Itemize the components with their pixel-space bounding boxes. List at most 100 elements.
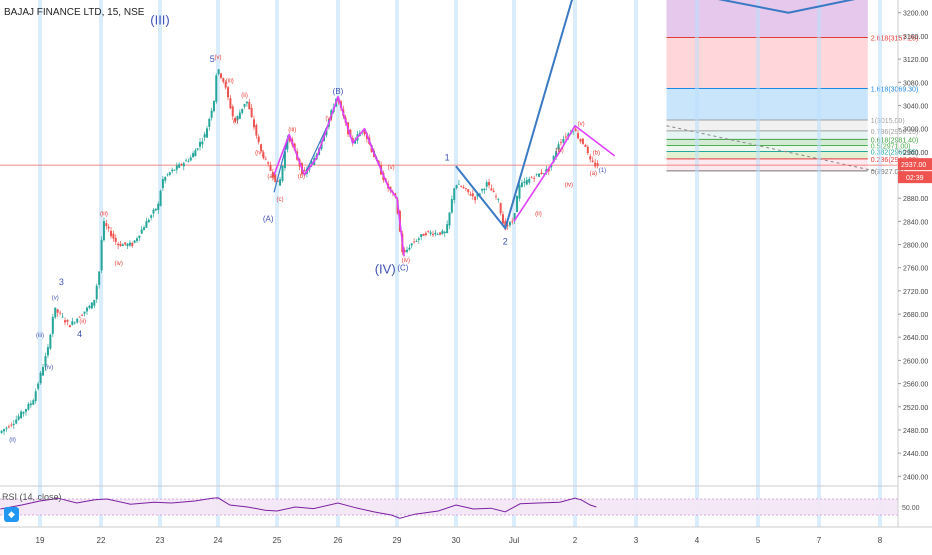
candle-body [497,198,500,200]
x-tick-label: 26 [334,536,343,545]
candle-body [586,146,589,154]
candle-body [76,318,79,323]
candle-body [271,172,274,178]
candle-body [64,320,67,323]
day-separator [275,0,279,527]
x-tick-label: 24 [214,536,223,545]
day-separator [216,0,220,527]
candle-body [194,150,197,157]
wave-label: (1) [599,168,606,174]
candle-body [455,185,458,189]
wave-label: (iv) [402,258,410,264]
y-tick-label: 2720.00 [903,289,928,296]
wave-label: (a) [267,174,274,180]
candle-body [264,158,267,160]
candle-body [203,134,206,138]
candle-body [73,322,76,324]
candle-body [485,182,488,187]
candle-body [15,419,18,424]
wave-label: (iii) [36,333,44,339]
candle-body [245,101,248,104]
fib-level-label: 0.382(2960.55) [871,149,918,156]
y-tick-label: 2520.00 [903,405,928,412]
candle-body [506,225,509,227]
wave-label: 1 [445,153,450,163]
y-tick-label: 2600.00 [903,358,928,365]
y-tick-label: 2760.00 [903,266,928,273]
candle-body [269,165,272,171]
candle-body [59,312,62,314]
abc-correction-line [273,95,405,257]
candle-body [3,429,6,432]
candle-body [363,129,366,135]
candle-body [591,160,594,162]
candle-body [516,195,519,213]
candle-body [61,316,64,318]
fib-zone [666,151,868,159]
candle-body [110,230,113,237]
candle-body [164,176,167,181]
day-separator [512,0,516,527]
x-tick-label: 2 [573,536,578,545]
candle-body [98,271,101,285]
candle-body [78,316,81,318]
candle-body [37,383,40,389]
candle-body [168,172,171,175]
candle-body [56,309,59,313]
candle-body [131,242,134,247]
candle-body [71,321,74,325]
fib-zone-top [666,0,868,38]
wave-label: (IV) [375,262,396,277]
candle-body [150,215,153,218]
candle-body [12,423,15,426]
y-tick-label: 2480.00 [903,428,928,435]
wave-label: (iii) [288,128,296,134]
candle-body [238,112,241,119]
candle-body [152,209,155,214]
candle-body [180,164,183,165]
wave-label: (b) [593,151,600,157]
day-separator [634,0,638,527]
candle-body [93,299,96,306]
y-tick-label: 3200.00 [903,11,928,18]
candle-body [415,241,418,242]
candle-body [535,173,538,175]
day-separator [38,0,42,527]
candle-body [85,307,88,312]
candle-body [495,196,498,198]
y-tick-label: 2400.00 [903,474,928,481]
candle-body [552,155,555,163]
day-separator [158,0,162,527]
candle-body [227,87,230,98]
wave-label: (III) [150,12,170,27]
x-tick-label: 23 [156,536,165,545]
candle-body [483,188,486,191]
candle-body [481,188,484,191]
x-tick-label: 25 [273,536,282,545]
candle-body [567,133,570,137]
candle-body [44,356,47,367]
rsi-line [0,497,597,519]
candle-body [488,182,491,186]
candle-body [145,221,148,228]
candle-body [557,144,560,150]
chart-title: BAJAJ FINANCE LTD, 15, NSE [4,7,145,18]
candle-body [215,75,218,102]
candle-body [262,152,265,159]
wave-label: (iv) [565,183,573,189]
candle-body [542,173,545,174]
fib-zone [666,139,868,146]
x-tick-label: 29 [393,536,402,545]
candle-body [157,203,160,211]
candle-body [178,164,181,168]
wave-label: (v) [325,116,332,122]
x-tick-label: 5 [756,536,761,545]
candle-body [147,219,150,223]
candle-body [267,162,270,164]
wave-projection-line [455,0,573,230]
tradingview-logo-icon[interactable]: ◆ [4,507,19,522]
candle-body [49,334,52,349]
y-tick-label: 2440.00 [903,451,928,458]
